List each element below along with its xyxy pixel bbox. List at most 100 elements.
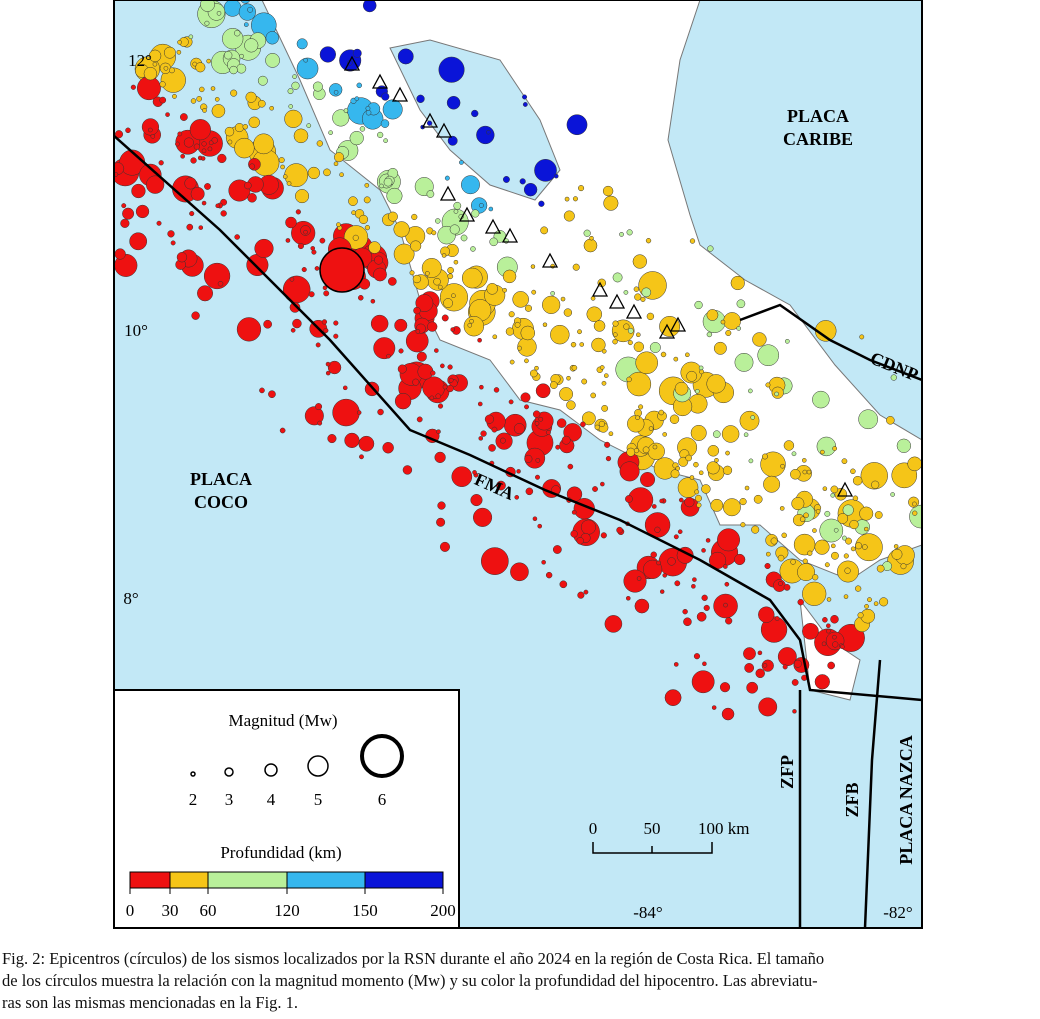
epicenter xyxy=(873,601,879,606)
epicenter xyxy=(249,163,256,170)
epicenter xyxy=(530,264,536,269)
epicenter xyxy=(577,591,585,599)
epicenter xyxy=(850,546,856,552)
epicenter xyxy=(694,494,702,502)
epicenter xyxy=(867,597,872,603)
epicenter xyxy=(677,529,683,535)
epicenter xyxy=(864,604,869,609)
epicenter xyxy=(534,159,557,182)
epicenter xyxy=(69,168,80,179)
epicenter xyxy=(289,302,301,313)
lake xyxy=(389,39,561,201)
epicenter xyxy=(525,487,534,496)
epicenter xyxy=(383,177,393,187)
epicenter xyxy=(674,381,689,396)
epicenter xyxy=(699,369,705,375)
epicenter xyxy=(516,469,521,474)
epicenter xyxy=(291,81,300,90)
epicenter xyxy=(282,174,288,179)
epicenter xyxy=(279,427,286,434)
epicenter xyxy=(148,49,162,63)
epicenter xyxy=(508,311,515,318)
epicenter xyxy=(706,461,720,475)
epicenter xyxy=(633,286,640,292)
depth-label: 200 xyxy=(430,901,456,920)
epicenter xyxy=(855,533,883,562)
epicenter xyxy=(446,95,461,110)
epicenter xyxy=(200,0,215,12)
epicenter xyxy=(317,420,323,426)
epicenter xyxy=(314,266,320,271)
epicenter xyxy=(436,429,441,434)
epicenter xyxy=(626,596,631,601)
epicenter xyxy=(890,374,897,381)
epicenter xyxy=(752,332,767,347)
epicenter xyxy=(296,38,308,50)
volcano xyxy=(343,55,361,71)
epicenter xyxy=(674,580,681,587)
epicenter xyxy=(739,410,760,431)
epicenter xyxy=(633,341,645,352)
epicenter xyxy=(599,365,605,370)
epicenter xyxy=(532,516,538,521)
epicenter xyxy=(863,526,869,532)
epicenter xyxy=(333,161,339,167)
epicenter xyxy=(342,385,348,391)
map: PLACA CARIBE PLACA COCO PLACA NAZCA FMA … xyxy=(69,0,975,929)
epicenter xyxy=(463,316,485,337)
epicenter xyxy=(448,377,454,383)
epicenter xyxy=(862,544,868,550)
epicenter xyxy=(293,128,309,144)
epicenter xyxy=(82,256,87,261)
epicenter xyxy=(762,453,768,460)
epicenter xyxy=(970,452,975,457)
epicenter xyxy=(304,406,324,426)
epicenter xyxy=(175,141,180,147)
volcano xyxy=(591,281,609,297)
epicenter xyxy=(886,416,895,425)
epicenter xyxy=(571,510,577,515)
epicenter xyxy=(394,392,412,410)
epicenter xyxy=(545,429,551,435)
epicenter xyxy=(849,519,859,530)
epicenter xyxy=(598,420,605,428)
epicenter xyxy=(802,558,808,564)
epicenter xyxy=(669,414,680,424)
epicenter xyxy=(192,61,198,67)
epicenter xyxy=(165,112,170,117)
epicenter xyxy=(725,330,732,337)
epicenter xyxy=(393,243,415,265)
epicenter xyxy=(566,400,576,410)
epicenter xyxy=(196,96,202,102)
epicenter xyxy=(814,674,830,690)
epicenter xyxy=(819,518,844,543)
epicenter xyxy=(781,532,787,539)
volcano xyxy=(435,122,453,138)
epicenter xyxy=(831,543,836,549)
epicenter xyxy=(141,118,160,136)
epicenter xyxy=(852,475,863,486)
epicenter xyxy=(797,563,815,582)
epicenter xyxy=(859,334,865,340)
epicenter xyxy=(799,516,806,522)
epicenter xyxy=(122,207,135,220)
epicenter xyxy=(855,585,862,592)
epicenter xyxy=(499,437,506,444)
epicenter xyxy=(201,141,207,147)
epicenter xyxy=(691,584,696,589)
epicenter xyxy=(362,0,377,13)
epicenter xyxy=(159,96,167,104)
epicenter xyxy=(802,469,808,475)
epicenter xyxy=(236,63,247,74)
epicenter xyxy=(658,409,665,416)
epicenter xyxy=(638,404,644,410)
epicenter xyxy=(725,450,730,456)
epicenter xyxy=(478,202,484,208)
epicenter xyxy=(333,320,339,326)
epicenter xyxy=(698,365,704,371)
epicenter xyxy=(806,469,812,475)
epicenter xyxy=(217,280,224,287)
epicenter xyxy=(876,564,885,573)
epicenter xyxy=(148,127,153,133)
epicenter xyxy=(143,66,158,81)
